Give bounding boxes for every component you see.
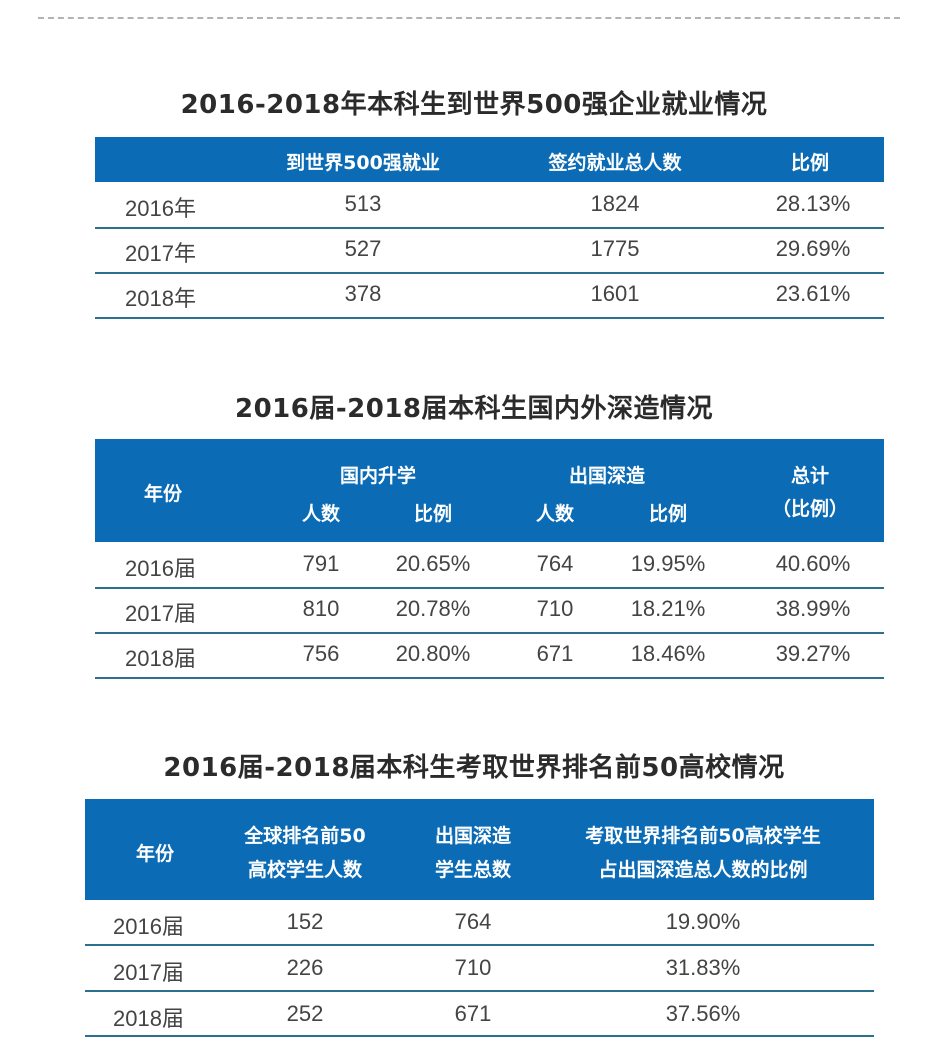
table2-header-domestic-count: 人数 bbox=[301, 503, 341, 525]
table3-header-year: 年份 bbox=[135, 843, 175, 865]
table1-header-fortune500: 到世界500强就业 bbox=[286, 152, 440, 174]
cell-total-ratio: 39.27% bbox=[775, 641, 851, 666]
cell-total-ratio: 40.60% bbox=[775, 551, 851, 576]
cell-abroad-count: 671 bbox=[536, 641, 574, 666]
cell-domestic-count: 756 bbox=[302, 641, 340, 666]
table-row: 2016届 152 764 19.90% bbox=[85, 900, 874, 946]
table2-header-abroad-ratio: 比例 bbox=[648, 503, 688, 525]
table3-header-ratio-line1: 考取世界排名前50高校学生 bbox=[585, 825, 821, 847]
cell-abroad-ratio: 18.21% bbox=[630, 596, 706, 621]
table3-header-top50-line1: 全球排名前50 bbox=[244, 825, 366, 847]
table1-title: 2016-2018年本科生到世界500强企业就业情况 bbox=[180, 90, 768, 120]
table2-header-domestic-ratio: 比例 bbox=[413, 503, 453, 525]
table2-header-abroad: 出国深造 bbox=[568, 465, 646, 487]
cell-abroad-total: 764 bbox=[454, 909, 492, 934]
cell-abroad-ratio: 18.46% bbox=[630, 641, 706, 666]
cell-ratio: 28.13% bbox=[775, 191, 851, 216]
table-row: 2017届 226 710 31.83% bbox=[85, 946, 874, 992]
table3-header-ratio-line2: 占出国深造总人数的比例 bbox=[598, 859, 808, 881]
table-row: 2017届 810 20.78% 710 18.21% 38.99% bbox=[95, 587, 884, 634]
table1-header: 到世界500强就业 签约就业总人数 比例 bbox=[95, 137, 884, 182]
table2-header-year: 年份 bbox=[143, 483, 183, 505]
cell-total: 1601 bbox=[590, 281, 640, 306]
cell-total: 1775 bbox=[590, 236, 640, 261]
cell-abroad-total: 710 bbox=[454, 955, 492, 980]
table3-header-abroad-line1: 出国深造 bbox=[434, 825, 512, 847]
table3-title: 2016届-2018届本科生考取世界排名前50高校情况 bbox=[163, 753, 785, 783]
cell-top50-count: 152 bbox=[286, 909, 324, 934]
cell-year: 2017年 bbox=[125, 241, 196, 266]
cell-abroad-total: 671 bbox=[454, 1001, 492, 1026]
table-row: 2018届 756 20.80% 671 18.46% 39.27% bbox=[95, 632, 884, 679]
table-row: 2018年 378 1601 23.61% bbox=[95, 272, 884, 319]
dashed-divider bbox=[38, 17, 900, 19]
table3-header-top50-line2: 高校学生人数 bbox=[247, 859, 363, 881]
cell-year: 2017届 bbox=[125, 601, 196, 626]
table-row: 2016年 513 1824 28.13% bbox=[95, 182, 884, 229]
table1-header-total-signed: 签约就业总人数 bbox=[548, 152, 682, 174]
table3-header-abroad-line2: 学生总数 bbox=[434, 859, 512, 881]
cell-total-ratio: 38.99% bbox=[775, 596, 851, 621]
table2-title: 2016届-2018届本科生国内外深造情况 bbox=[234, 394, 714, 424]
cell-domestic-ratio: 20.65% bbox=[395, 551, 471, 576]
table2-header-total: 总计 bbox=[790, 465, 830, 487]
cell-ratio: 23.61% bbox=[775, 281, 851, 306]
cell-ratio: 31.83% bbox=[665, 955, 741, 980]
cell-ratio: 29.69% bbox=[775, 236, 851, 261]
table-row: 2018届 252 671 37.56% bbox=[85, 992, 874, 1037]
cell-domestic-ratio: 20.80% bbox=[395, 641, 471, 666]
table2-header-abroad-count: 人数 bbox=[535, 503, 575, 525]
cell-fortune500: 378 bbox=[344, 281, 382, 306]
cell-abroad-count: 764 bbox=[536, 551, 574, 576]
cell-domestic-count: 791 bbox=[302, 551, 340, 576]
table2-header-domestic: 国内升学 bbox=[339, 465, 417, 487]
cell-abroad-ratio: 19.95% bbox=[630, 551, 706, 576]
cell-year: 2018届 bbox=[125, 646, 196, 671]
cell-abroad-count: 710 bbox=[536, 596, 574, 621]
cell-ratio: 37.56% bbox=[665, 1001, 741, 1026]
cell-year: 2017届 bbox=[113, 960, 184, 985]
cell-year: 2016届 bbox=[113, 914, 184, 939]
cell-ratio: 19.90% bbox=[665, 909, 741, 934]
table-row: 2016届 791 20.65% 764 19.95% 40.60% bbox=[95, 542, 884, 589]
cell-fortune500: 513 bbox=[344, 191, 382, 216]
cell-domestic-ratio: 20.78% bbox=[395, 596, 471, 621]
cell-top50-count: 226 bbox=[286, 955, 324, 980]
cell-domestic-count: 810 bbox=[302, 596, 340, 621]
cell-total: 1824 bbox=[590, 191, 640, 216]
cell-year: 2018届 bbox=[113, 1006, 184, 1031]
table1-header-ratio: 比例 bbox=[790, 152, 830, 174]
cell-year: 2018年 bbox=[125, 286, 196, 311]
table-row: 2017年 527 1775 29.69% bbox=[95, 227, 884, 274]
cell-year: 2016年 bbox=[125, 196, 196, 221]
cell-top50-count: 252 bbox=[286, 1001, 324, 1026]
cell-year: 2016届 bbox=[125, 556, 196, 581]
table3-header: 年份 全球排名前50 高校学生人数 出国深造 学生总数 考取世界排名前50高校学… bbox=[85, 799, 874, 900]
table2-header: 年份 国内升学 人数 比例 出国深造 人数 比例 总计 （比例） bbox=[95, 439, 884, 542]
cell-fortune500: 527 bbox=[344, 236, 382, 261]
table2-header-total-ratio: （比例） bbox=[771, 498, 849, 520]
